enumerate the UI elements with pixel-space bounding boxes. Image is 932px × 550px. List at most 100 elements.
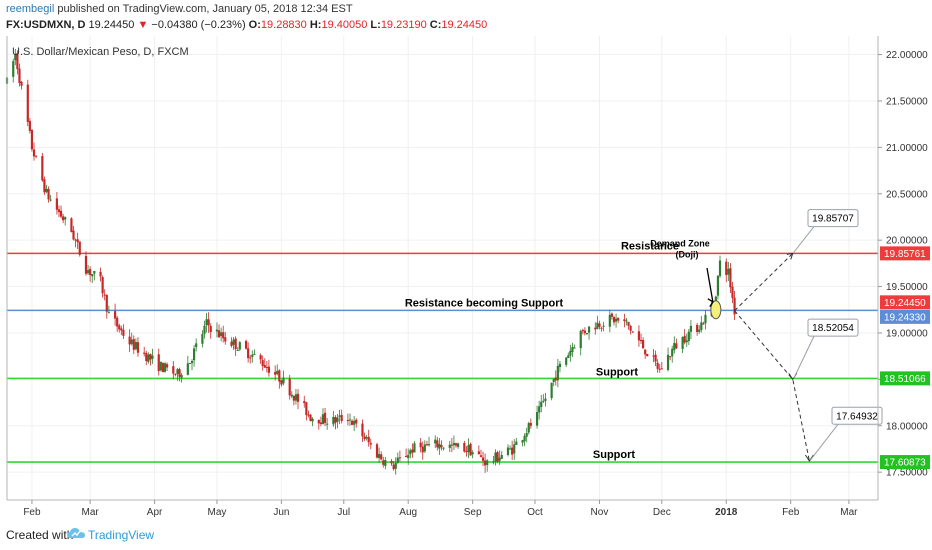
candle-body: [481, 457, 485, 461]
candle-body: [392, 464, 395, 470]
candle-body: [521, 440, 524, 443]
candle-body: [64, 217, 67, 220]
callout-pointer: [793, 226, 815, 253]
candle-body: [492, 461, 495, 463]
candle-body: [78, 241, 81, 255]
candle-body: [307, 414, 310, 416]
candle-body: [367, 436, 370, 443]
candle-body: [702, 323, 705, 325]
candle-body: [625, 320, 628, 322]
candle-body: [733, 297, 736, 315]
ohlc-legend: FX:USDMXN, D 19.24450 ▼ −0.04380 (−0.23%…: [6, 19, 487, 31]
resistance-price-tag-bg: [880, 246, 930, 261]
candle-body: [338, 415, 341, 417]
candle-body: [380, 454, 383, 460]
candle-body: [434, 439, 437, 444]
candle-body: [600, 327, 603, 329]
candle-body: [494, 452, 497, 462]
level-lines: [7, 252, 878, 463]
candle-body: [205, 319, 208, 326]
price-tags: 19.85761 19.24450 19.24330 18.51066 17.60873: [880, 246, 930, 470]
candle-body: [375, 444, 379, 458]
candle-body: [134, 341, 137, 350]
candle-body: [384, 459, 387, 466]
candle-body: [244, 340, 248, 349]
candle-body: [203, 325, 206, 334]
candle-body: [442, 447, 445, 449]
candle-body: [579, 331, 582, 349]
resistance-becoming-support-label: Resistance becoming Support: [405, 297, 564, 309]
published-text: published on TradingView.com, January 05…: [57, 3, 353, 15]
candle-body: [419, 442, 422, 448]
candle-body: [253, 353, 256, 355]
candle-body: [103, 294, 106, 296]
candle-body: [116, 317, 119, 327]
candle-body: [471, 452, 474, 455]
candle-body: [731, 286, 734, 298]
publish-info: reembegil published on TradingView.com, …: [6, 3, 353, 15]
candle-body: [207, 319, 210, 326]
x-tick-label: Apr: [147, 507, 163, 518]
support-label: Support: [596, 366, 638, 378]
candle-body: [660, 368, 663, 370]
y-tick-label: 20.00000: [886, 236, 928, 247]
symbol-label[interactable]: FX:USDMXN, D: [6, 19, 86, 31]
candle-body: [571, 347, 574, 353]
y-tick-label: 17.50000: [886, 468, 928, 479]
x-axis-ticks: Feb Mar Apr May Jun Jul Aug Sep Oct Nov Dec 2018 Feb…: [23, 500, 858, 518]
candle-body: [454, 443, 458, 446]
candle-body: [498, 457, 501, 461]
candle-body: [565, 357, 568, 365]
candle-body: [186, 363, 189, 375]
candle-body: [535, 412, 539, 426]
candle-body: [642, 340, 645, 349]
candle-body: [602, 325, 605, 327]
high-label: H:: [309, 19, 322, 31]
price-chart[interactable]: Resistance Resistance becoming Support Sup…: [0, 36, 932, 518]
candle-body: [540, 401, 543, 408]
candle-body: [394, 462, 397, 469]
candle-body: [552, 378, 555, 382]
callout-value: 18.52054: [812, 323, 854, 334]
candle-body: [486, 460, 489, 466]
candle-body: [363, 436, 366, 440]
candle-body: [550, 382, 553, 399]
candle-body: [321, 414, 325, 425]
candle-body: [20, 81, 23, 86]
candle-body: [355, 419, 358, 424]
candle-body: [188, 362, 192, 364]
candle-body: [440, 444, 443, 448]
author-link[interactable]: reembegil: [6, 3, 55, 15]
candle-body: [456, 443, 460, 447]
tradingview-cloud-icon[interactable]: [66, 525, 86, 541]
candle-body: [163, 363, 167, 372]
x-tick-label: Dec: [653, 507, 671, 518]
candle-body: [151, 355, 154, 359]
candle-body: [467, 445, 470, 453]
candle-body: [28, 120, 31, 131]
candle-body: [220, 332, 223, 337]
candle-body: [689, 325, 693, 332]
candle-body: [35, 155, 38, 157]
candle-body: [178, 369, 181, 377]
candle-body: [529, 422, 532, 426]
candle-body: [683, 335, 686, 343]
candle-body: [654, 354, 657, 362]
candle-body: [130, 339, 133, 345]
candle-body: [234, 338, 237, 350]
candle-body: [55, 198, 58, 210]
tradingview-brand[interactable]: TradingView: [88, 528, 155, 542]
support-label-lower: Support: [593, 449, 635, 461]
candle-body: [93, 271, 96, 274]
candle-body: [159, 361, 162, 371]
candle-body: [696, 324, 699, 333]
candle-body: [666, 354, 670, 370]
candle-body: [511, 447, 514, 455]
candle-body: [278, 370, 281, 382]
last-price-tag-bg: [880, 295, 930, 310]
low-label: L:: [370, 19, 381, 31]
candle-body: [122, 329, 125, 336]
x-tick-label: Jul: [337, 507, 350, 518]
candle-body: [45, 188, 48, 192]
candle-body: [265, 367, 268, 369]
